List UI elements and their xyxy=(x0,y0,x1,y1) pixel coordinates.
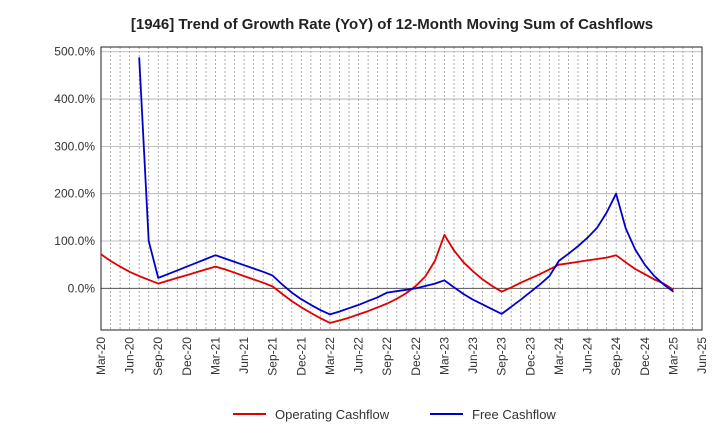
x-axis-tick-labels: Mar-20 Jun-20 Sep-20 Dec-20 Mar-21 Jun-21 Sep-… xyxy=(94,337,709,376)
plot-area-frame xyxy=(100,46,703,331)
x-tick-label: Sep-24 xyxy=(609,337,623,376)
free-cashflow-line xyxy=(138,57,674,316)
x-tick-label: Dec-23 xyxy=(523,337,537,376)
x-tick-label: Jun-22 xyxy=(352,337,366,374)
x-tick-label: Mar-24 xyxy=(552,337,566,375)
x-tick-label: Sep-23 xyxy=(495,337,509,376)
x-tick-label: Dec-24 xyxy=(638,337,652,376)
x-tick-label: Mar-23 xyxy=(437,337,451,375)
x-tick-label: Jun-20 xyxy=(123,337,137,374)
y-tick-label: 100.0% xyxy=(54,234,95,248)
operating-cashflow-line xyxy=(100,233,674,324)
x-tick-label: Mar-22 xyxy=(323,337,337,375)
y-tick-label: 400.0% xyxy=(54,92,95,106)
free-cashflow-legend-label: Free Cashflow xyxy=(472,407,556,422)
y-axis-tick-labels: 0.0% 100.0% 200.0% 300.0% 400.0% 500.0% xyxy=(54,45,95,296)
x-tick-label: Jun-23 xyxy=(466,337,480,374)
y-tick-label: 300.0% xyxy=(54,139,95,153)
x-tick-label: Dec-21 xyxy=(294,337,308,376)
x-tick-label: Mar-21 xyxy=(208,337,222,375)
y-tick-label: 0.0% xyxy=(68,281,96,295)
x-tick-label: Jun-25 xyxy=(695,337,709,374)
x-tick-label: Sep-22 xyxy=(380,337,394,376)
horizontal-grid xyxy=(101,51,702,289)
x-tick-label: Mar-25 xyxy=(666,337,680,375)
x-tick-label: Jun-24 xyxy=(581,337,595,374)
chart-title: [1946] Trend of Growth Rate (YoY) of 12-… xyxy=(131,16,653,33)
y-tick-label: 500.0% xyxy=(54,45,95,59)
y-tick-label: 200.0% xyxy=(54,187,95,201)
x-tick-label: Sep-21 xyxy=(266,337,280,376)
operating-cashflow-legend-label: Operating Cashflow xyxy=(275,407,390,422)
x-tick-label: Dec-22 xyxy=(409,337,423,376)
x-tick-label: Mar-20 xyxy=(94,337,108,375)
x-tick-label: Jun-21 xyxy=(237,337,251,374)
vertical-grid xyxy=(110,47,693,330)
x-tick-label: Sep-20 xyxy=(151,337,165,376)
series-lines xyxy=(100,57,674,324)
legend: Operating Cashflow Free Cashflow xyxy=(233,407,556,422)
x-tick-label: Dec-20 xyxy=(180,337,194,376)
